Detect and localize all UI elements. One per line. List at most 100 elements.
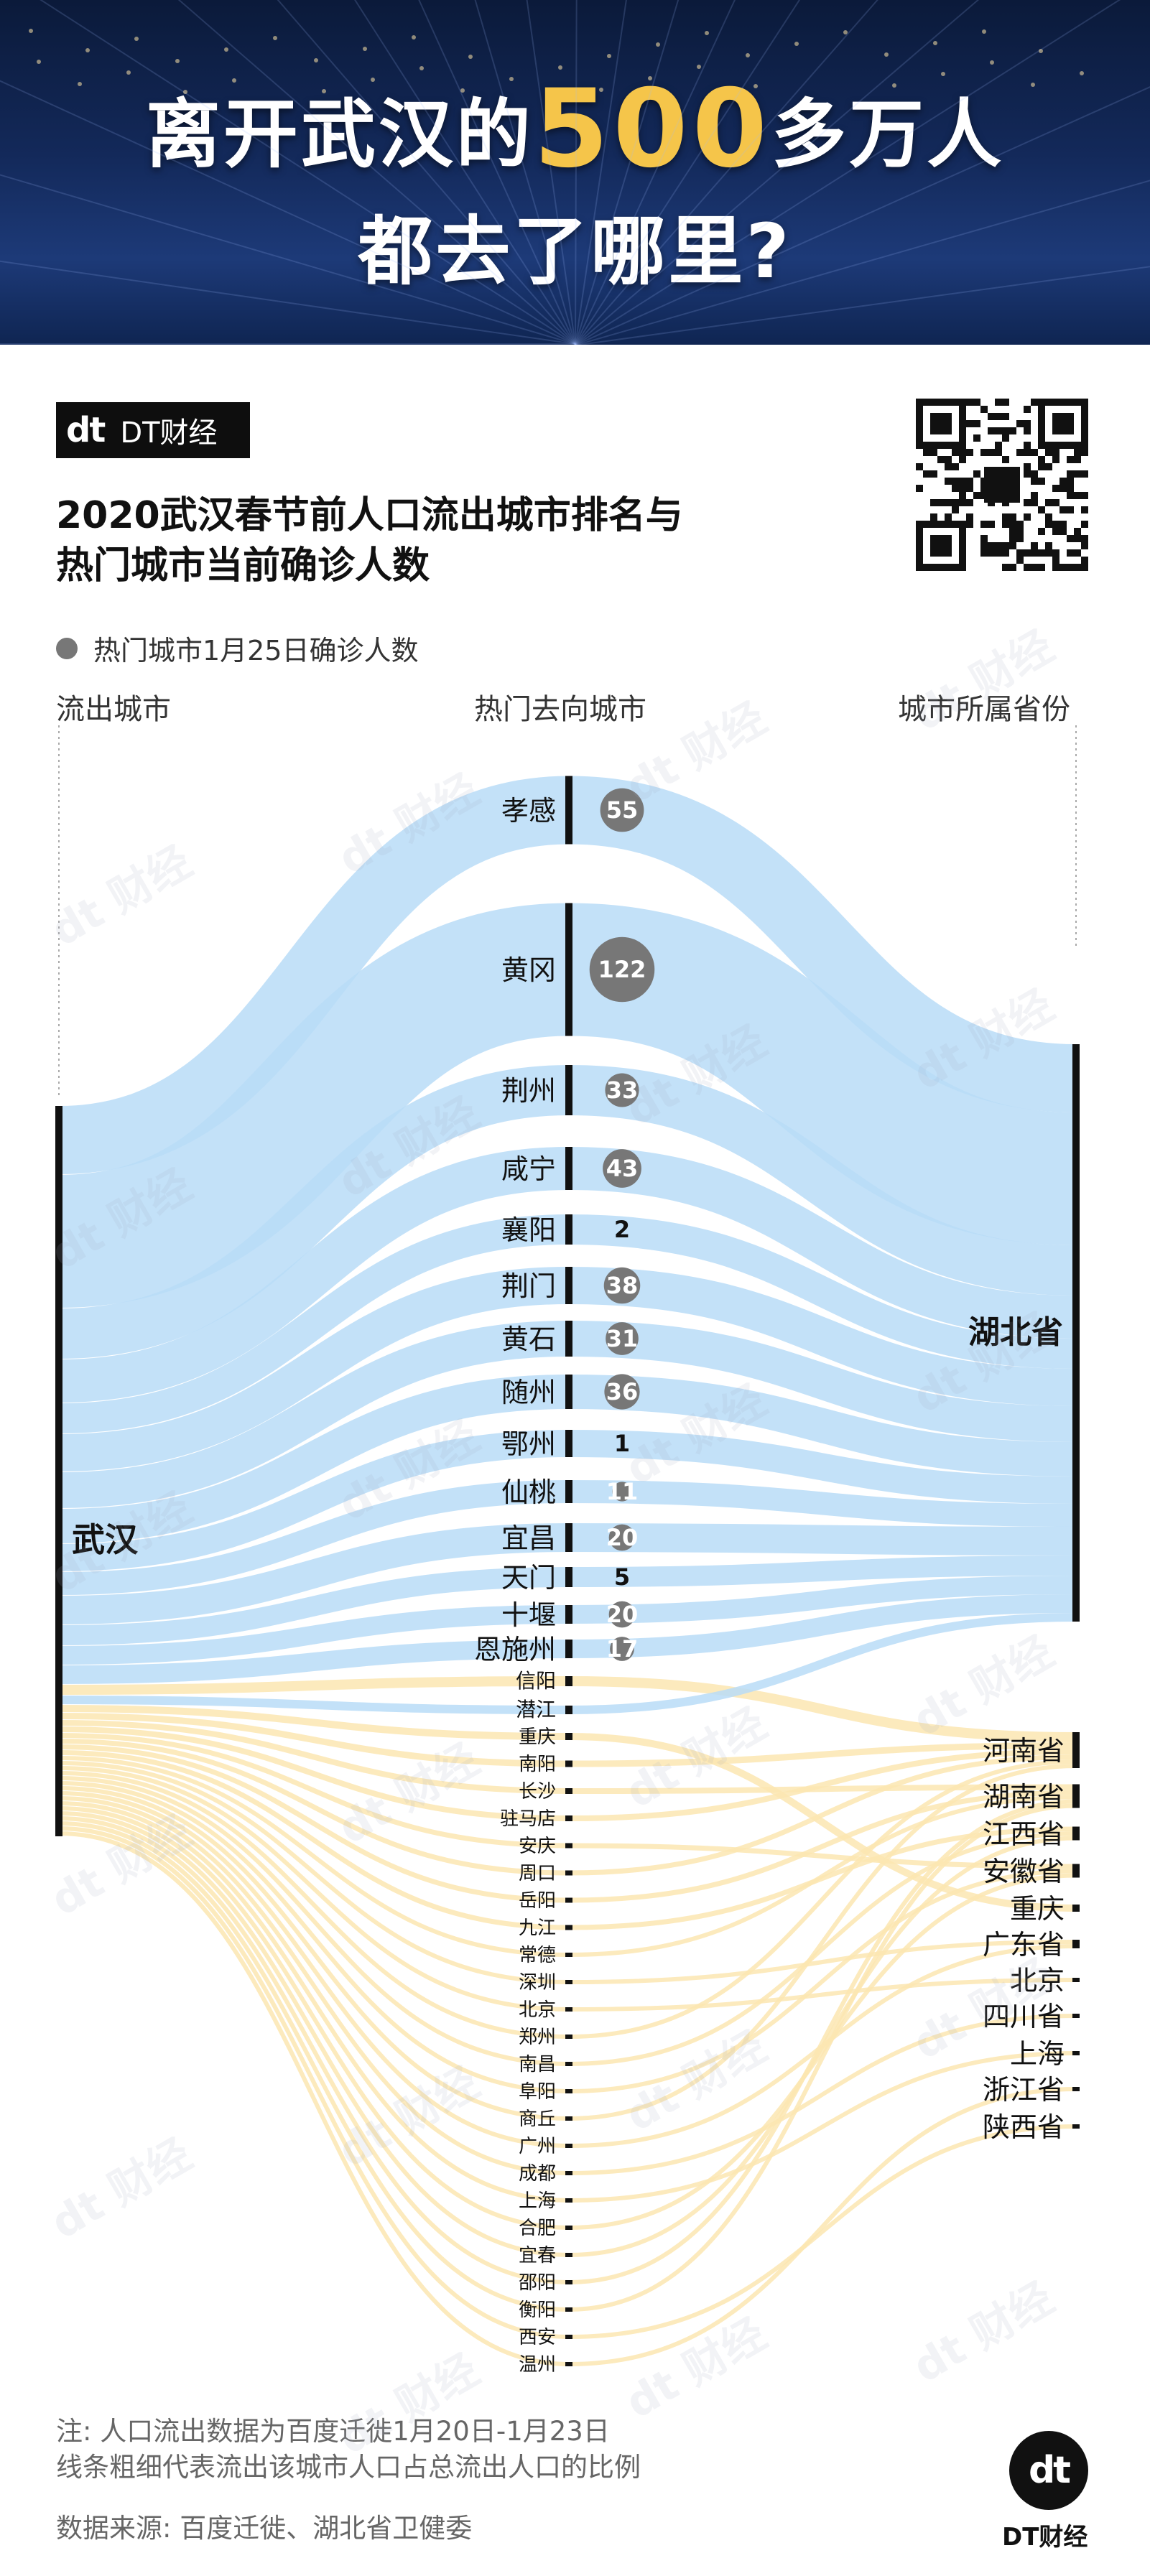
note-line1: 注: 人口流出数据为百度迁徙1月20日-1月23日 (56, 2409, 610, 2448)
confirmed-count-黄石: 31 (606, 1325, 639, 1352)
city-bar-天门 (565, 1567, 572, 1587)
city-bar-合肥 (565, 2226, 572, 2230)
city-label-九江: 九江 (519, 1917, 556, 1939)
city-bar-邵阳 (565, 2280, 572, 2284)
city-label-重庆: 重庆 (519, 1726, 556, 1748)
city-bar-长沙 (565, 1788, 572, 1794)
city-label-邵阳: 邵阳 (519, 2272, 556, 2294)
city-bar-随州 (565, 1375, 572, 1409)
province-label-湖南省: 湖南省 (983, 1781, 1065, 1813)
confirmed-count-襄阳: 2 (614, 1216, 630, 1243)
province-label-河南省: 河南省 (983, 1735, 1065, 1767)
confirmed-count-鄂州: 1 (614, 1430, 630, 1457)
city-label-仙桃: 仙桃 (501, 1477, 556, 1508)
city-label-阜阳: 阜阳 (519, 2081, 556, 2103)
confirmed-count-十堰: 20 (606, 1601, 639, 1628)
city-label-广州: 广州 (519, 2136, 556, 2157)
city-label-常德: 常德 (519, 1945, 556, 1966)
flow-right-宜昌 (569, 1538, 1076, 1541)
city-label-黄冈: 黄冈 (501, 954, 556, 986)
province-label-广东省: 广东省 (983, 1929, 1065, 1961)
city-label-西安: 西安 (519, 2327, 556, 2348)
province-bar-陕西省 (1072, 2124, 1080, 2129)
province-bar-湖北省 (1072, 1044, 1080, 1622)
confirmed-count-黄冈: 122 (598, 956, 646, 983)
city-label-合肥: 合肥 (519, 2218, 556, 2239)
city-label-周口: 周口 (519, 1863, 556, 1884)
city-label-上海: 上海 (519, 2190, 556, 2212)
confirmed-count-恩施州: 17 (606, 1635, 639, 1663)
city-bar-荆门 (565, 1267, 572, 1304)
province-label-浙江省: 浙江省 (983, 2074, 1065, 2106)
city-bar-十堰 (565, 1605, 572, 1624)
city-bar-广州 (565, 2144, 572, 2148)
province-bar-重庆 (1072, 1905, 1080, 1912)
city-label-宜昌: 宜昌 (501, 1522, 556, 1554)
province-bar-广东省 (1072, 1940, 1080, 1948)
confirmed-count-宜昌: 20 (606, 1524, 639, 1551)
city-bar-北京 (565, 2007, 572, 2012)
city-bar-宜春 (565, 2253, 572, 2257)
city-label-潜江: 潜江 (516, 1698, 556, 1721)
city-label-衡阳: 衡阳 (519, 2300, 556, 2321)
city-bar-岳阳 (565, 1898, 572, 1903)
confirmed-count-咸宁: 43 (606, 1155, 639, 1182)
province-label-陕西省: 陕西省 (983, 2111, 1065, 2143)
city-bar-仙桃 (565, 1480, 572, 1503)
city-bar-深圳 (565, 1980, 572, 1984)
city-label-孝感: 孝感 (501, 795, 556, 827)
confirmed-count-孝感: 55 (606, 796, 639, 824)
city-bar-恩施州 (565, 1640, 572, 1658)
flow-left-温州 (59, 1833, 569, 2364)
city-label-安庆: 安庆 (519, 1836, 556, 1857)
flow-right-西安 (569, 2126, 1076, 2337)
source-label: 武汉 (72, 1520, 139, 1559)
province-label-重庆: 重庆 (1010, 1893, 1065, 1925)
source-note: 数据来源: 百度迁徙、湖北省卫健委 (56, 2506, 472, 2545)
province-bar-安徽省 (1072, 1864, 1080, 1878)
province-bar-四川省 (1072, 2014, 1080, 2018)
city-bar-九江 (565, 1925, 572, 1930)
city-bar-上海 (565, 2198, 572, 2203)
city-bar-周口 (565, 1871, 572, 1876)
flow-right-天门 (569, 1566, 1076, 1577)
city-label-咸宁: 咸宁 (501, 1153, 556, 1185)
city-label-黄石: 黄石 (501, 1324, 556, 1355)
province-bar-湖南省 (1072, 1785, 1080, 1808)
city-label-襄阳: 襄阳 (501, 1214, 556, 1246)
city-label-宜春: 宜春 (519, 2245, 556, 2266)
city-label-成都: 成都 (519, 2163, 556, 2185)
city-bar-西安 (565, 2335, 572, 2339)
province-label-湖北省: 湖北省 (968, 1314, 1063, 1351)
city-bar-孝感 (565, 776, 572, 845)
city-label-鄂州: 鄂州 (501, 1428, 556, 1460)
city-label-驻马店: 驻马店 (500, 1808, 556, 1830)
city-bar-阜阳 (565, 2089, 572, 2093)
city-label-荆门: 荆门 (501, 1270, 556, 1302)
city-label-随州: 随州 (501, 1377, 556, 1408)
city-bar-衡阳 (565, 2307, 572, 2312)
confirmed-count-随州: 36 (606, 1378, 639, 1405)
city-label-荆州: 荆州 (501, 1075, 556, 1107)
city-bar-咸宁 (565, 1147, 572, 1190)
city-label-天门: 天门 (501, 1562, 556, 1594)
city-bar-荆州 (565, 1065, 572, 1115)
note-line2: 线条粗细代表流出该城市人口占总流出人口的比例 (56, 2445, 641, 2484)
city-label-深圳: 深圳 (519, 1972, 556, 1994)
footer-logo: dt (1009, 2431, 1088, 2510)
confirmed-count-仙桃: 11 (606, 1478, 639, 1505)
city-bar-温州 (565, 2362, 572, 2366)
province-label-安徽省: 安徽省 (983, 1856, 1065, 1887)
city-bar-南阳 (565, 1761, 572, 1767)
city-label-郑州: 郑州 (519, 2027, 556, 2048)
city-label-南阳: 南阳 (519, 1754, 556, 1775)
province-bar-河南省 (1072, 1732, 1080, 1768)
confirmed-count-荆门: 38 (606, 1272, 639, 1299)
city-bar-成都 (565, 2171, 572, 2175)
city-bar-黄冈 (565, 903, 572, 1036)
province-label-江西省: 江西省 (983, 1818, 1065, 1850)
city-label-信阳: 信阳 (516, 1669, 556, 1693)
province-label-北京: 北京 (1010, 1965, 1065, 1996)
city-bar-商丘 (565, 2116, 572, 2121)
